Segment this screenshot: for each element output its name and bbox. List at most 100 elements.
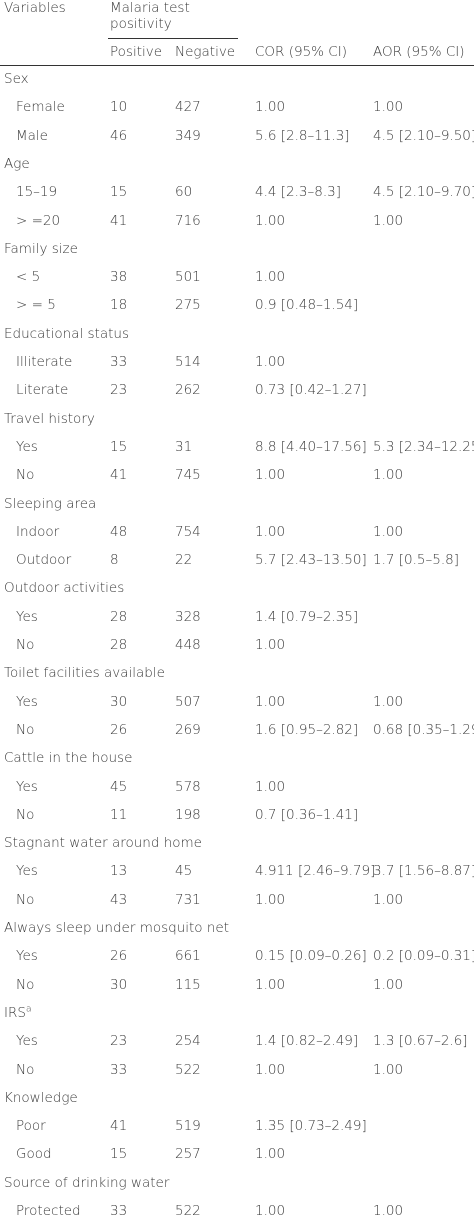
positive: 33 <box>110 354 128 370</box>
positive: 15 <box>110 184 128 201</box>
row-label: Outdoor <box>16 552 72 569</box>
aor: 1.00 <box>373 1061 404 1078</box>
header-rule <box>0 65 474 66</box>
row-label: Yes <box>16 948 38 965</box>
negative: 522 <box>175 1203 201 1219</box>
negative: 257 <box>175 1146 201 1163</box>
row-label: Literate <box>16 382 69 399</box>
positive: 28 <box>110 608 128 625</box>
aor: 1.00 <box>373 523 404 540</box>
group-label: Toilet facilities available <box>4 665 165 682</box>
positive: 28 <box>110 637 128 653</box>
cor: 0.9 [0.48–1.54] <box>255 297 359 314</box>
group-label: Travel history <box>4 410 95 427</box>
aor: 4.5 [2.10–9.70]* <box>373 184 474 201</box>
group-label: Sleeping area <box>4 495 97 512</box>
row-label: Poor <box>16 1118 46 1135</box>
row-label: No <box>16 891 35 908</box>
negative: 198 <box>175 806 201 823</box>
group-label: Educational status <box>4 325 130 342</box>
header-aor: AOR (95% CI) <box>373 44 465 60</box>
row-label: Yes <box>16 863 38 880</box>
header-variables: Variables <box>4 0 66 16</box>
row-label: Yes <box>16 608 38 625</box>
row-label: Yes <box>16 693 38 710</box>
cor: 4.4 [2.3–8.3] <box>255 184 341 201</box>
group-label: Cattle in the house <box>4 750 133 767</box>
cor: 1.00 <box>255 467 286 484</box>
group-label: Family size <box>4 240 78 257</box>
header-negative: Negative <box>175 44 236 60</box>
positive: 41 <box>110 467 128 484</box>
cor: 4.911 [2.46–9.79] <box>255 863 376 880</box>
row-label: No <box>16 806 35 823</box>
cor: 1.00 <box>255 269 286 286</box>
negative: 328 <box>175 608 201 625</box>
row-label: No <box>16 1061 35 1078</box>
negative: 754 <box>175 523 201 540</box>
positive: 23 <box>110 382 128 399</box>
cor: 0.15 [0.09–0.26] <box>255 948 367 965</box>
row-label: Yes <box>16 778 38 795</box>
positive: 41 <box>110 212 128 229</box>
aor: 1.00 <box>373 1203 404 1219</box>
aor: 1.00 <box>373 467 404 484</box>
positive: 30 <box>110 976 128 993</box>
positive: 45 <box>110 778 128 795</box>
negative: 501 <box>175 269 201 286</box>
positive: 30 <box>110 693 128 710</box>
group-label: Always sleep under mosquito net <box>4 920 230 936</box>
group-label: Source of drinking water <box>4 1174 170 1191</box>
cor: 1.4 [0.79–2.35] <box>255 608 359 625</box>
aor: 0.68 [0.35–1.29] <box>373 721 474 738</box>
row-label: No <box>16 976 35 993</box>
group-sup: a <box>25 1004 32 1015</box>
cor: 1.00 <box>255 523 286 540</box>
aor: 3.7 [1.56–8.87]* <box>373 863 474 880</box>
row-label: Illiterate <box>16 354 73 370</box>
group-label: Outdoor activities <box>4 580 125 597</box>
row-label: > =20 <box>16 212 61 229</box>
negative: 427 <box>175 99 201 116</box>
row-label: > = 5 <box>16 297 56 314</box>
positive: 38 <box>110 269 128 286</box>
row-label: 15–19 <box>16 184 58 201</box>
row-label: Protected <box>16 1203 81 1219</box>
negative: 31 <box>175 438 193 455</box>
positive: 33 <box>110 1203 128 1219</box>
cor: 1.00 <box>255 212 286 229</box>
negative: 262 <box>175 382 201 399</box>
header-cor: COR (95% CI) <box>255 44 347 60</box>
row-label: Female <box>16 99 65 116</box>
cor: 5.7 [2.43–13.50] <box>255 552 367 569</box>
group-label: Stagnant water around home <box>4 835 202 852</box>
negative: 661 <box>175 948 201 965</box>
group-label: Knowledge <box>4 1089 78 1106</box>
positive: 15 <box>110 1146 128 1163</box>
cor: 1.00 <box>255 354 286 370</box>
cor: 1.00 <box>255 1146 286 1163</box>
positive: 15 <box>110 438 128 455</box>
row-label: Male <box>16 127 48 144</box>
row-label: No <box>16 637 35 653</box>
cor: 1.00 <box>255 778 286 795</box>
aor: 1.00 <box>373 99 404 116</box>
row-label: < 5 <box>16 269 41 286</box>
positive: 26 <box>110 721 128 738</box>
cor: 0.73 [0.42–1.27] <box>255 382 367 399</box>
header-positive: Positive <box>110 44 163 60</box>
group-label: Sex <box>4 71 29 87</box>
cor: 1.6 [0.95–2.82] <box>255 721 359 738</box>
positive: 48 <box>110 523 128 540</box>
negative: 716 <box>175 212 201 229</box>
positive: 10 <box>110 99 128 116</box>
cor: 1.00 <box>255 1203 286 1219</box>
cor: 0.7 [0.36–1.41] <box>255 806 359 823</box>
negative: 522 <box>175 1061 201 1078</box>
negative: 275 <box>175 297 201 314</box>
row-label: Yes <box>16 1033 38 1050</box>
aor: 0.2 [0.09–0.31]* <box>373 948 474 965</box>
negative: 731 <box>175 891 201 908</box>
cor: 1.4 [0.82–2.49] <box>255 1033 359 1050</box>
